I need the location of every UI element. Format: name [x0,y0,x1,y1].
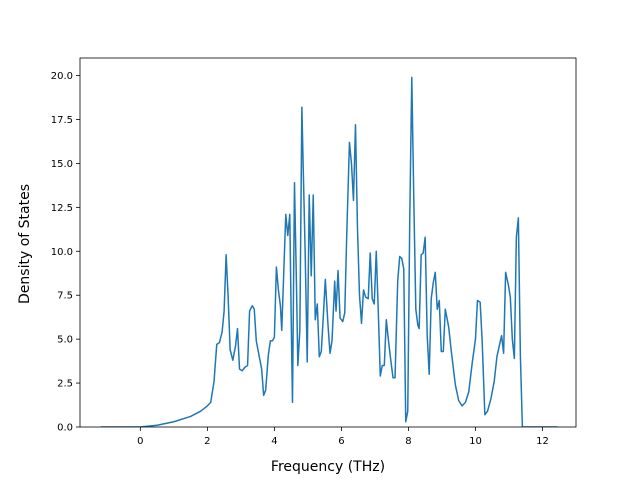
y-tick-label: 20.0 [51,71,73,82]
plot-frame [79,57,577,428]
y-tick-label: 15.0 [51,159,73,170]
x-tick-label: 4 [271,436,277,447]
x-tick-label: 12 [536,436,549,447]
x-tick-label: 8 [405,436,411,447]
y-tick-label: 5.0 [57,335,73,346]
x-tick-label: 10 [469,436,482,447]
y-tick-label: 0.0 [57,423,73,434]
y-tick-label: 2.5 [57,379,73,390]
dos-series-line-0 [100,76,558,427]
x-tick-label: 6 [338,436,344,447]
y-axis-label: Density of States [17,184,33,304]
axes: 0 2 4 6 8 10 12 0.0 2.5 5.0 7.5 10.0 12.5 15.0 17.5 20.… [51,57,577,447]
y-tick-label: 17.5 [51,115,73,126]
y-tick-label: 12.5 [51,203,73,214]
x-tick-label: 0 [137,436,143,447]
plot-area [100,76,558,427]
y-tick-label: 10.0 [51,247,73,258]
x-axis-label: Frequency (THz) [271,459,385,475]
x-tick-label: 2 [204,436,210,447]
y-tick-label: 7.5 [57,291,73,302]
